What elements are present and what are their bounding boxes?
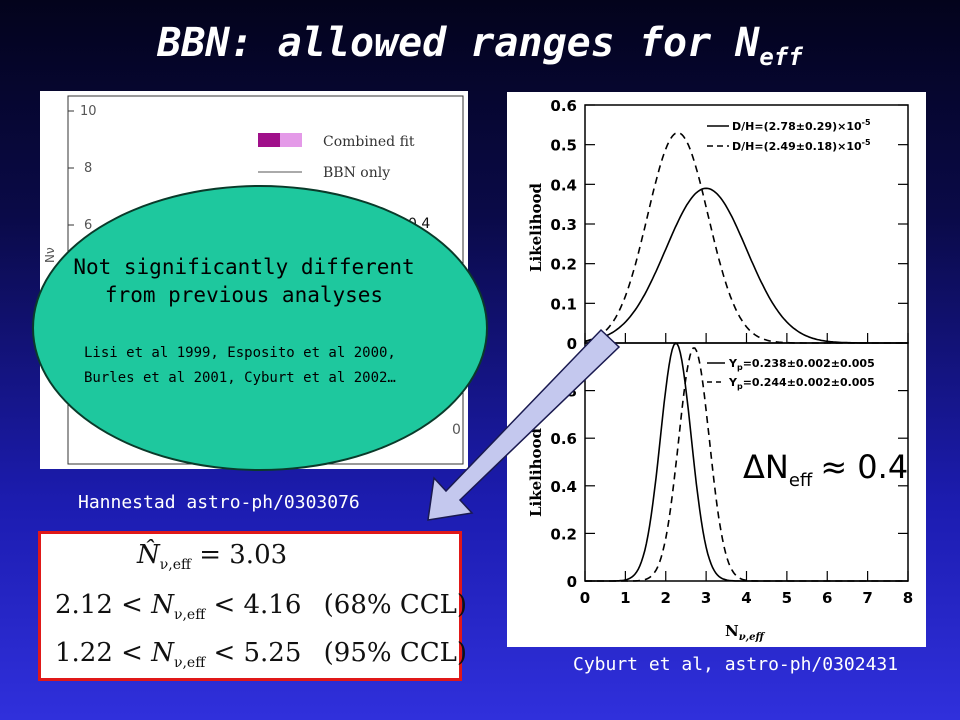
left-ytick-6: 6 (84, 218, 92, 233)
bottom-ytick-label-0.4: 0.4 (550, 478, 577, 496)
best-fit-value: = 3.03 (199, 540, 288, 570)
top-ylabel: Likelihood (527, 183, 545, 272)
range-95-high: < 5.25 (213, 638, 302, 668)
top-series-solid-curve (584, 187, 908, 344)
right-plot-caption: Cyburt et al, astro-ph/0302431 (573, 654, 899, 675)
speech-bubble: Not significantly different from previou… (32, 185, 488, 471)
range-95-symbol: N (151, 638, 174, 668)
xtick-label-3: 3 (701, 589, 711, 607)
legend-swatch-light (280, 133, 302, 147)
legend-bbn-only: BBN only (323, 165, 390, 181)
range-68-sub: ν,eff (173, 607, 206, 624)
x-axis-label: Nν,eff (725, 622, 766, 643)
best-fit-sub: ν,eff (159, 557, 191, 574)
bubble-heading-1: Not significantly different (73, 255, 415, 279)
range-68-high: < 4.16 (213, 590, 302, 620)
slide-title-subscript: eff (759, 43, 803, 71)
left-plot-svg: 10 8 6 Nν Combined fit BBN only 0.4 0 (43, 95, 464, 465)
xtick-label-2: 2 (661, 589, 671, 607)
top-legend-dashed: D/H=(2.49±0.18)×10-5 (732, 138, 871, 153)
xtick-label-8: 8 (903, 589, 913, 607)
bottom-ytick-label-0: 0 (567, 573, 577, 591)
right-plot-svg: 0.6 0.5 0.4 0.3 0.2 0.1 0 0.8 0.6 0.4 0.2 0 0 1 2 3 4 5… (527, 97, 913, 643)
range-95-sub: ν,eff (173, 655, 206, 672)
top-ytick-label-0.2: 0.2 (550, 256, 577, 274)
range-68-low: 2.12 < (55, 590, 143, 620)
top-series-dashed-curve (584, 132, 908, 344)
right-plot-panel: 0.6 0.5 0.4 0.3 0.2 0.1 0 0.8 0.6 0.4 0.2 0 0 1 2 3 4 5… (507, 92, 926, 647)
top-ytick-label-0.5: 0.5 (550, 137, 577, 155)
xtick-label-5: 5 (782, 589, 792, 607)
bubble-refs-1: Lisi et al 1999, Esposito et al 2000, (84, 345, 396, 361)
bottom-legend-solid: Yp=0.238±0.002±0.005 (728, 357, 875, 372)
top-ytick-label-0: 0 (567, 335, 577, 353)
left-partial-value-2: 0 (452, 422, 461, 438)
bottom-series-dashed-curve (585, 347, 908, 582)
xtick-label-7: 7 (862, 589, 872, 607)
range-68-symbol: N (151, 590, 174, 620)
top-ytick-label-0.6: 0.6 (550, 97, 577, 115)
bubble-refs-2: Burles et al 2001, Cyburt et al 2002… (84, 370, 396, 386)
best-fit-symbol: N̂ (137, 540, 160, 570)
top-ytick-label-0.4: 0.4 (550, 176, 577, 194)
left-ylabel: Nν (43, 247, 57, 263)
bottom-ylabel: Likelihood (527, 428, 545, 517)
results-box: N̂ν,eff = 3.03 2.12 < Nν,eff < 4.16 (68%… (38, 531, 467, 681)
bottom-legend-dashed: Yp=0.244±0.002±0.005 (728, 376, 875, 391)
slide-title-text: BBN: allowed ranges for N (157, 20, 760, 66)
left-plot-caption: Hannestad astro-ph/0303076 (78, 492, 360, 513)
left-ytick-10: 10 (80, 104, 97, 119)
xtick-label-1: 1 (620, 589, 630, 607)
range-95-cl: (95% CCL) (323, 638, 468, 668)
bottom-ytick-label-0.2: 0.2 (550, 525, 577, 543)
range-68-line: 2.12 < Nν,eff < 4.16 (68% CCL) (55, 590, 467, 623)
delta-neff-annotation: ΔNeff ≈ 0.4 (743, 448, 908, 491)
xtick-label-4: 4 (741, 589, 751, 607)
top-ytick-label-0.1: 0.1 (550, 295, 577, 313)
top-ytick-label-0.3: 0.3 (550, 216, 577, 234)
range-95-low: 1.22 < (55, 638, 143, 668)
range-95-line: 1.22 < Nν,eff < 5.25 (95% CCL) (55, 638, 467, 671)
slide-title: BBN: allowed ranges for Neff (0, 20, 960, 71)
left-ytick-8: 8 (84, 161, 92, 176)
xtick-label-6: 6 (822, 589, 832, 607)
legend-combined-fit: Combined fit (323, 134, 415, 150)
bottom-ytick-label-0.6: 0.6 (550, 430, 577, 448)
bubble-heading-2: from previous analyses (104, 283, 384, 307)
top-legend-solid: D/H=(2.78±0.29)×10-5 (732, 118, 871, 133)
bottom-ytick-label-0.8: 0.8 (550, 383, 577, 401)
legend-swatch-dark (258, 133, 280, 147)
range-68-cl: (68% CCL) (323, 590, 468, 620)
xtick-label-0: 0 (580, 589, 590, 607)
best-fit-line: N̂ν,eff = 3.03 (137, 540, 287, 573)
